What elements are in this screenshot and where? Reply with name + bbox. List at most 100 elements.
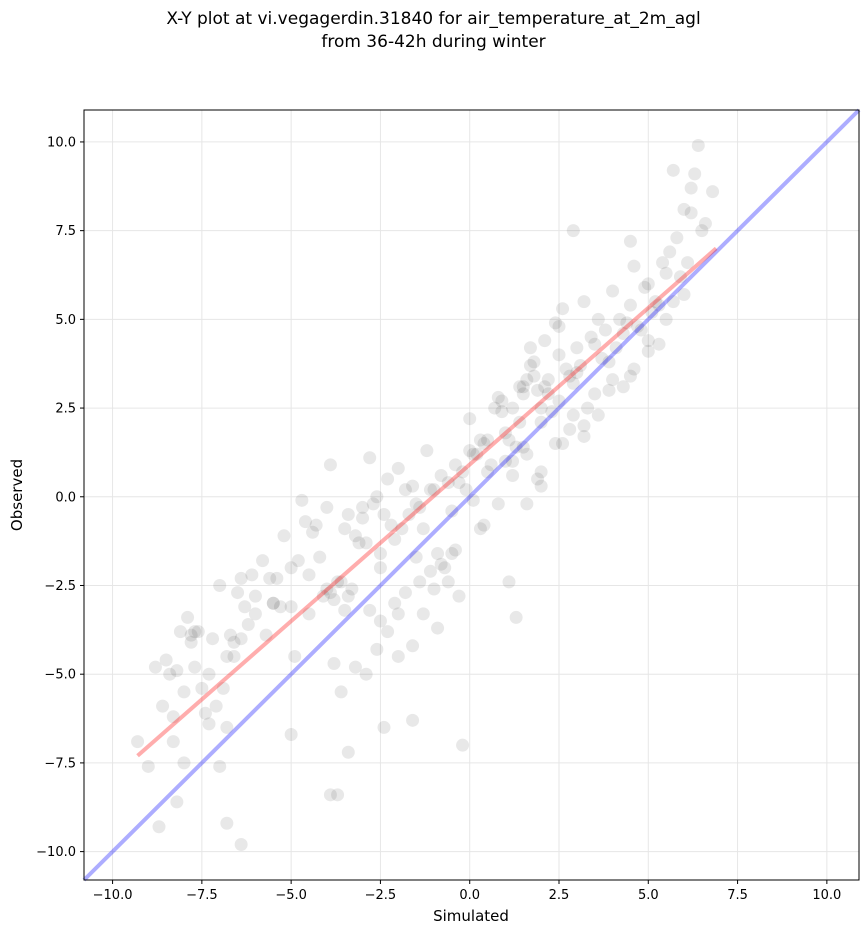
data-point bbox=[359, 536, 373, 550]
data-point bbox=[698, 217, 712, 231]
data-point bbox=[506, 468, 520, 482]
data-point bbox=[652, 337, 666, 351]
data-point bbox=[348, 529, 362, 543]
data-point bbox=[427, 483, 441, 497]
data-point bbox=[516, 440, 530, 454]
data-point bbox=[220, 816, 234, 830]
data-point bbox=[198, 706, 212, 720]
data-point bbox=[513, 415, 527, 429]
data-point bbox=[570, 341, 584, 355]
data-point bbox=[156, 699, 170, 713]
data-point bbox=[588, 337, 602, 351]
data-point bbox=[552, 319, 566, 333]
data-point bbox=[338, 522, 352, 536]
data-point bbox=[256, 554, 270, 568]
data-point bbox=[520, 447, 534, 461]
x-tick-label: −10.0 bbox=[93, 888, 133, 903]
data-point bbox=[234, 838, 248, 852]
data-point bbox=[234, 571, 248, 585]
data-point bbox=[545, 405, 559, 419]
data-point bbox=[206, 632, 220, 646]
data-point bbox=[213, 578, 227, 592]
data-point bbox=[306, 525, 320, 539]
data-point bbox=[320, 500, 334, 514]
data-point bbox=[263, 571, 277, 585]
data-point bbox=[227, 649, 241, 663]
data-point bbox=[456, 738, 470, 752]
data-point bbox=[602, 383, 616, 397]
data-point bbox=[677, 202, 691, 216]
data-point bbox=[323, 586, 337, 600]
data-point bbox=[548, 437, 562, 451]
data-point bbox=[681, 256, 695, 270]
data-point bbox=[606, 284, 620, 298]
data-point bbox=[377, 508, 391, 522]
data-point bbox=[413, 500, 427, 514]
data-point bbox=[388, 532, 402, 546]
data-point bbox=[270, 571, 284, 585]
data-point bbox=[584, 330, 598, 344]
data-point bbox=[491, 497, 505, 511]
data-point bbox=[591, 408, 605, 422]
data-point bbox=[348, 660, 362, 674]
chart-title-line-2: from 36-42h during winter bbox=[321, 32, 546, 52]
data-point bbox=[638, 280, 652, 294]
data-point bbox=[577, 295, 591, 309]
data-point bbox=[566, 376, 580, 390]
data-point bbox=[506, 454, 520, 468]
data-point bbox=[527, 369, 541, 383]
data-point bbox=[313, 550, 327, 564]
data-point bbox=[431, 547, 445, 561]
data-point bbox=[559, 362, 573, 376]
data-point bbox=[645, 305, 659, 319]
data-point bbox=[498, 454, 512, 468]
data-point bbox=[577, 429, 591, 443]
data-point bbox=[588, 387, 602, 401]
data-point bbox=[684, 206, 698, 220]
data-point bbox=[381, 625, 395, 639]
data-point bbox=[373, 561, 387, 575]
data-point bbox=[520, 497, 534, 511]
data-point bbox=[363, 603, 377, 617]
data-point bbox=[677, 288, 691, 302]
data-point bbox=[506, 401, 520, 415]
data-point bbox=[238, 600, 252, 614]
data-point bbox=[452, 589, 466, 603]
data-point bbox=[495, 394, 509, 408]
y-tick-label: −7.5 bbox=[44, 756, 76, 771]
data-point bbox=[259, 628, 273, 642]
data-point bbox=[452, 476, 466, 490]
data-point bbox=[477, 518, 491, 532]
data-point bbox=[466, 447, 480, 461]
data-point bbox=[534, 401, 548, 415]
data-point bbox=[641, 344, 655, 358]
data-point bbox=[688, 167, 702, 181]
data-point bbox=[448, 458, 462, 472]
data-point bbox=[527, 355, 541, 369]
data-point bbox=[284, 728, 298, 742]
data-point bbox=[166, 735, 180, 749]
y-tick-label: 0.0 bbox=[55, 490, 76, 505]
data-point bbox=[213, 759, 227, 773]
data-point bbox=[220, 649, 234, 663]
data-point bbox=[631, 319, 645, 333]
data-point bbox=[184, 628, 198, 642]
x-tick-label: −7.5 bbox=[186, 888, 218, 903]
data-point bbox=[470, 447, 484, 461]
data-point bbox=[556, 437, 570, 451]
data-point bbox=[459, 483, 473, 497]
data-point bbox=[531, 472, 545, 486]
data-point bbox=[616, 380, 630, 394]
data-point bbox=[641, 334, 655, 348]
data-point bbox=[538, 334, 552, 348]
y-tick-label: 10.0 bbox=[47, 135, 76, 150]
data-point bbox=[391, 461, 405, 475]
x-tick-label: −2.5 bbox=[365, 888, 397, 903]
data-point bbox=[438, 561, 452, 575]
data-point bbox=[431, 621, 445, 635]
data-point bbox=[534, 415, 548, 429]
data-point bbox=[473, 433, 487, 447]
data-point bbox=[409, 550, 423, 564]
data-point bbox=[606, 373, 620, 387]
data-point bbox=[595, 351, 609, 365]
